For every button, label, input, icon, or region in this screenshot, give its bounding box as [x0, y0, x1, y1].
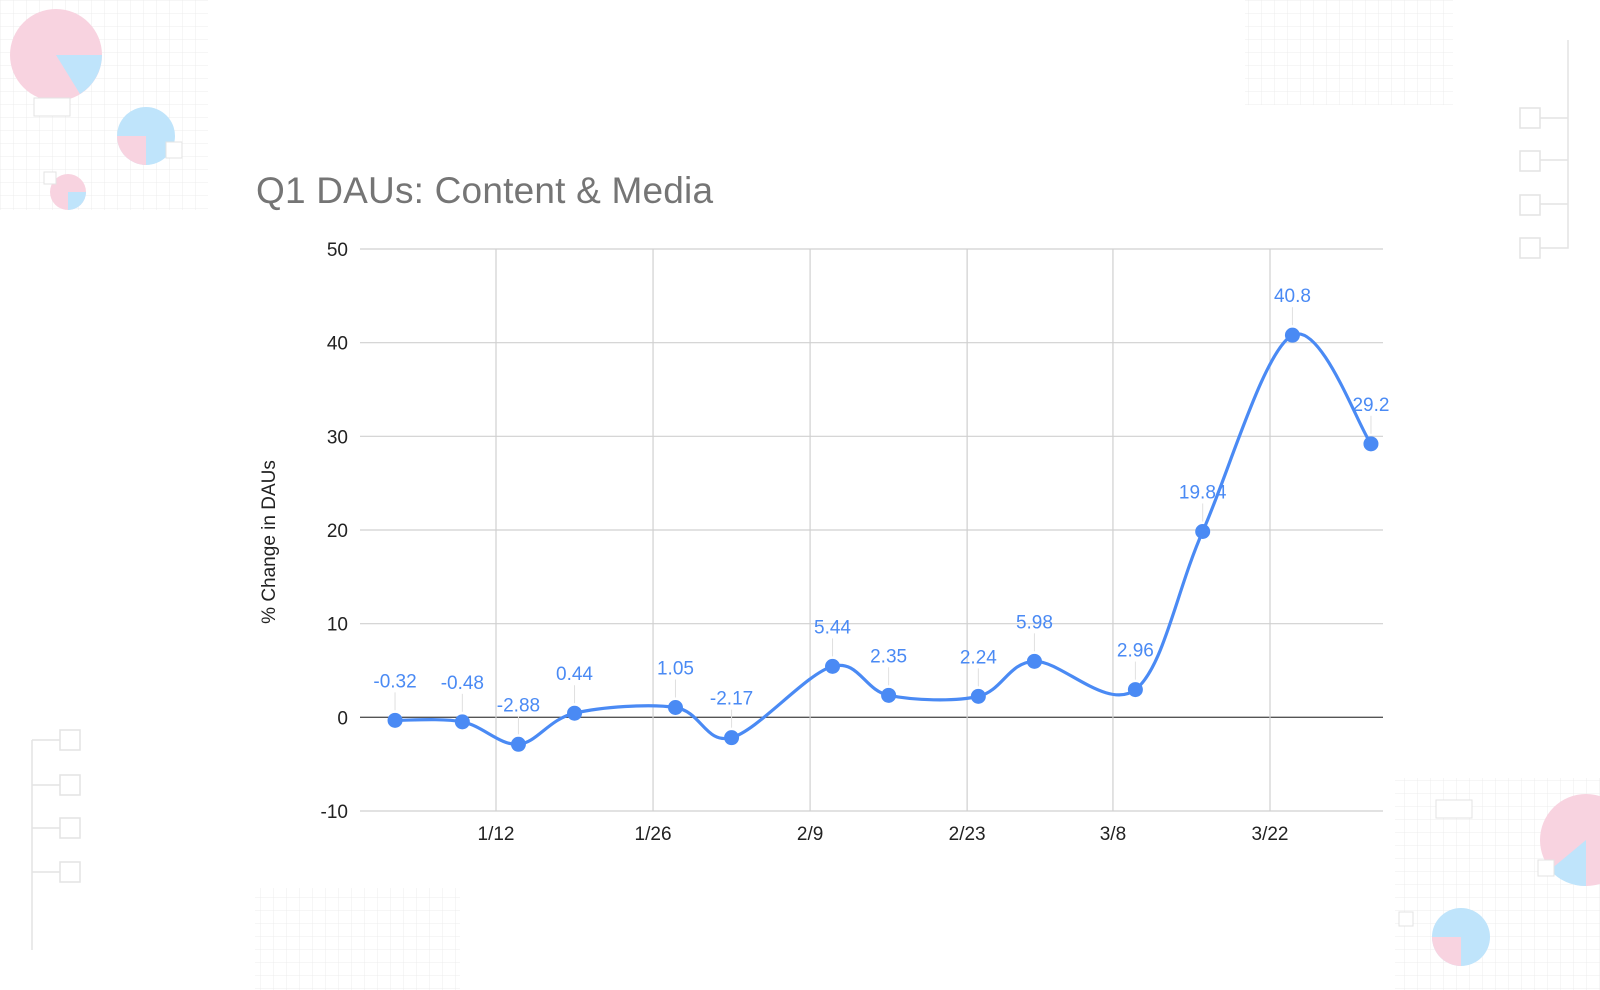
data-label: 5.44	[814, 617, 851, 638]
data-point	[825, 658, 841, 674]
data-point	[667, 699, 683, 715]
grid-layer	[360, 248, 1383, 812]
decor-right-tree	[1519, 40, 1569, 259]
y-tick-label: 20	[327, 521, 348, 542]
y-axis-label: % Change in DAUs	[259, 460, 280, 624]
data-point	[1284, 327, 1300, 343]
y-tick-label: 50	[327, 240, 348, 261]
data-point	[510, 736, 526, 752]
y-axis-ticks: -10 0 10 20 30 40 50	[321, 240, 348, 823]
data-point	[454, 714, 470, 730]
data-point	[1363, 436, 1379, 452]
x-tick-label: 3/22	[1252, 824, 1289, 845]
data-label: 29.2	[1352, 395, 1389, 416]
data-label: -0.32	[373, 671, 416, 692]
y-tick-label: 0	[337, 708, 348, 729]
data-point	[387, 712, 403, 728]
data-point	[567, 705, 583, 721]
y-tick-label: -10	[321, 802, 348, 823]
x-tick-label: 2/23	[949, 824, 986, 845]
decor-top-right-grid	[1245, 0, 1453, 105]
y-tick-label: 10	[327, 615, 348, 636]
y-tick-label: 30	[327, 427, 348, 448]
y-tick-label: 40	[327, 334, 348, 355]
data-point	[724, 730, 740, 746]
data-point	[1195, 523, 1211, 539]
decor-top-left	[0, 0, 208, 210]
series-line	[393, 332, 1373, 746]
data-label: 5.98	[1016, 612, 1053, 633]
data-point	[970, 688, 986, 704]
x-tick-label: 3/8	[1100, 824, 1126, 845]
data-label: -0.48	[441, 673, 484, 694]
data-label: 19.84	[1179, 482, 1227, 503]
x-tick-label: 1/26	[635, 824, 672, 845]
data-points	[387, 307, 1379, 752]
data-labels: -0.32 -0.48 -2.88 0.44 1.05 -2.17 5.44 2.35 2.24…	[373, 286, 1389, 716]
decor-bottom-grid	[255, 888, 460, 990]
decor-left-tree	[31, 729, 81, 950]
data-point	[881, 687, 897, 703]
data-label: -2.17	[710, 689, 753, 710]
data-point	[1026, 653, 1042, 669]
decor-bottom-right	[1395, 778, 1600, 990]
data-label: 40.8	[1274, 286, 1311, 307]
data-label: 2.96	[1117, 641, 1154, 662]
data-point	[1127, 682, 1143, 698]
chart-title: Q1 DAUs: Content & Media	[256, 170, 714, 211]
data-label: 2.35	[870, 646, 907, 667]
x-tick-label: 2/9	[797, 824, 823, 845]
data-label: 2.24	[960, 647, 997, 668]
x-axis-ticks: 1/12 1/26 2/9 2/23 3/8 3/22	[478, 824, 1289, 845]
data-label: 0.44	[556, 664, 593, 685]
data-label: 1.05	[657, 658, 694, 679]
data-label: -2.88	[497, 695, 540, 716]
x-tick-label: 1/12	[478, 824, 515, 845]
